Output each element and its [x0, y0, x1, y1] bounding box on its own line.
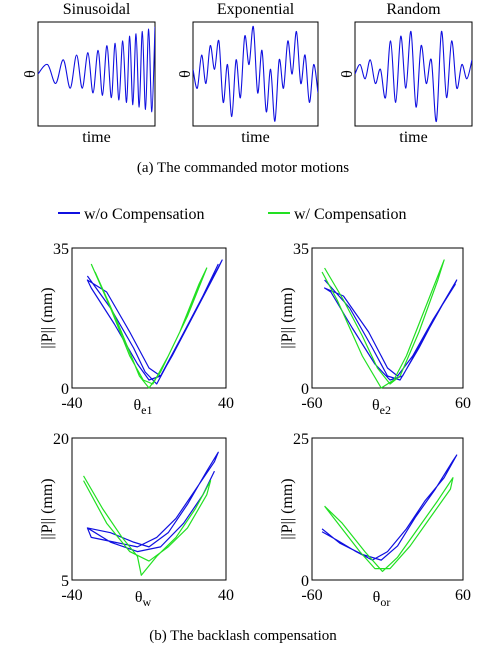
signal-line	[193, 26, 318, 122]
y-tick-label: 5	[61, 573, 69, 590]
signal-line	[38, 26, 155, 113]
series-line	[86, 259, 223, 385]
y-axis-label: ||P|| (mm)	[39, 478, 56, 539]
x-axis-subscript: w	[143, 595, 152, 609]
plot-frame	[311, 437, 464, 581]
y-axis-label: ||P|| (mm)	[39, 287, 56, 348]
x-axis-subscript: e2	[380, 403, 391, 417]
series-line	[83, 475, 212, 576]
series-line	[90, 263, 208, 389]
y-axis-label: θ	[177, 70, 194, 78]
x-tick-label: -40	[61, 395, 82, 412]
series-line	[86, 451, 219, 553]
series-line	[321, 259, 445, 389]
y-tick-label: 0	[61, 381, 69, 398]
series-line	[324, 477, 454, 573]
x-axis-label: time	[399, 129, 427, 146]
x-axis-subscript: e1	[141, 403, 152, 417]
x-axis-label: θw	[135, 589, 152, 609]
y-tick-label: 0	[301, 573, 309, 590]
chart-title: Sinusoidal	[63, 1, 131, 18]
legend-label: w/o Compensation	[84, 206, 204, 223]
caption: (a) The commanded motor motions	[137, 160, 349, 176]
plot-frame	[192, 21, 319, 127]
x-axis-label: θe2	[372, 397, 391, 417]
x-tick-label: 40	[218, 395, 234, 412]
y-tick-label: 20	[53, 431, 69, 448]
x-axis-subscript: or	[380, 595, 390, 609]
series-line	[323, 279, 458, 381]
y-axis-label: θ	[339, 70, 356, 78]
legend-label: w/ Compensation	[294, 206, 406, 223]
x-tick-label: -40	[61, 587, 82, 604]
x-axis-label: θor	[373, 589, 391, 609]
x-tick-label: -60	[301, 395, 322, 412]
y-axis-label: ||P|| (mm)	[279, 478, 296, 539]
x-axis-symbol: θ	[373, 589, 381, 606]
x-axis-label: θe1	[134, 397, 153, 417]
y-tick-label: 35	[293, 241, 309, 258]
series-line	[321, 454, 458, 561]
plot-frame	[71, 437, 227, 581]
x-axis-symbol: θ	[372, 397, 380, 414]
x-axis-symbol: θ	[134, 397, 142, 414]
signal-line	[355, 30, 472, 122]
x-axis-label: time	[241, 129, 269, 146]
y-axis-label: θ	[22, 70, 39, 78]
y-tick-label: 25	[293, 431, 309, 448]
chart-title: Random	[386, 1, 441, 18]
y-tick-label: 0	[301, 381, 309, 398]
plot-frame	[311, 247, 464, 389]
y-tick-label: 35	[53, 241, 69, 258]
x-tick-label: 60	[455, 587, 471, 604]
caption: (b) The backlash compensation	[149, 628, 337, 644]
y-axis-label: ||P|| (mm)	[279, 287, 296, 348]
x-tick-label: 60	[455, 395, 471, 412]
chart-title: Exponential	[217, 1, 295, 18]
x-axis-label: time	[82, 129, 110, 146]
x-axis-symbol: θ	[135, 589, 143, 606]
x-tick-label: -60	[301, 587, 322, 604]
x-tick-label: 40	[218, 587, 234, 604]
